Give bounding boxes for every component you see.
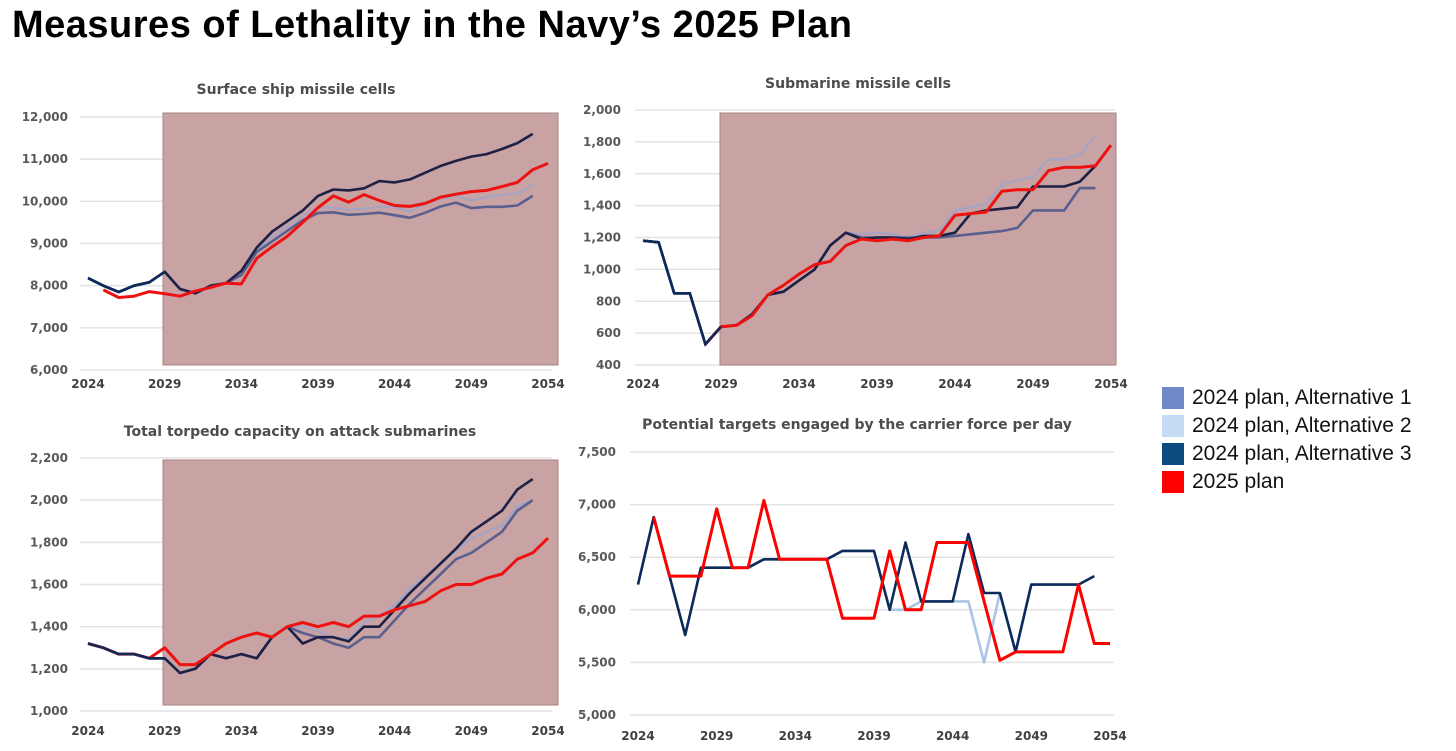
y-tick-label: 6,000: [578, 603, 616, 617]
y-tick-label: 1,600: [30, 578, 68, 592]
y-tick-label: 2,000: [583, 103, 621, 117]
legend-label: 2025 plan: [1192, 470, 1285, 493]
x-tick-label: 2054: [1093, 729, 1126, 743]
y-tick-label: 6,000: [30, 363, 68, 377]
y-tick-label: 12,000: [22, 110, 68, 124]
x-tick-label: 2044: [936, 729, 969, 743]
series-line-historical: [87, 270, 166, 294]
x-tick-label: 2029: [700, 729, 733, 743]
legend: 2024 plan, Alternative 1 2024 plan, Alter…: [1162, 384, 1412, 496]
y-tick-label: 800: [596, 294, 621, 308]
y-tick-label: 1,000: [583, 262, 621, 276]
x-tick-label: 2034: [779, 729, 812, 743]
y-tick-label: 1,800: [583, 135, 621, 149]
x-tick-label: 2049: [455, 724, 488, 738]
forecast-shading: [162, 459, 559, 706]
x-tick-label: 2034: [782, 377, 815, 391]
legend-swatch: [1162, 471, 1184, 493]
chart-title: Potential targets engaged by the carrier…: [642, 417, 1072, 433]
chart-title: Submarine missile cells: [765, 76, 951, 92]
series-line: [636, 515, 1095, 664]
legend-label: 2024 plan, Alternative 3: [1192, 442, 1412, 465]
y-tick-label: 9,000: [30, 237, 68, 251]
legend-swatch: [1162, 415, 1184, 437]
x-tick-label: 2034: [225, 724, 258, 738]
y-tick-label: 8,000: [30, 279, 68, 293]
y-tick-label: 2,200: [30, 451, 68, 465]
x-tick-label: 2024: [626, 377, 659, 391]
x-tick-label: 2029: [148, 377, 181, 391]
series-line-historical: [87, 642, 165, 660]
y-tick-label: 1,200: [583, 231, 621, 245]
y-tick-label: 1,400: [583, 199, 621, 213]
legend-item: 2024 plan, Alternative 1: [1162, 384, 1412, 412]
y-tick-label: 400: [596, 358, 621, 372]
series-line-historical: [642, 239, 722, 347]
x-tick-label: 2029: [704, 377, 737, 391]
y-tick-label: 7,000: [578, 498, 616, 512]
series-line: [704, 144, 1113, 346]
chart-title: Surface ship missile cells: [197, 82, 396, 98]
series-line: [87, 537, 550, 667]
y-tick-label: 5,000: [578, 708, 616, 722]
x-tick-label: 2039: [301, 377, 334, 391]
legend-item: 2024 plan, Alternative 3: [1162, 440, 1412, 468]
legend-label: 2024 plan, Alternative 2: [1192, 414, 1412, 437]
x-tick-label: 2044: [938, 377, 971, 391]
x-tick-label: 2024: [71, 724, 104, 738]
x-tick-label: 2039: [301, 724, 334, 738]
y-tick-label: 1,600: [583, 167, 621, 181]
x-tick-label: 2039: [860, 377, 893, 391]
y-tick-label: 7,500: [578, 445, 616, 459]
y-tick-label: 6,500: [578, 550, 616, 564]
x-tick-label: 2049: [1016, 377, 1049, 391]
page-title: Measures of Lethality in the Navy’s 2025…: [12, 4, 853, 46]
legend-swatch: [1162, 443, 1184, 465]
y-tick-label: 1,800: [30, 535, 68, 549]
y-tick-label: 1,200: [30, 662, 68, 676]
chart-4: 5,000 5,500 6,000 6,500 7,000 7,500 2024 2029 20…: [578, 417, 1127, 743]
x-tick-label: 2044: [378, 724, 411, 738]
x-tick-label: 2054: [1094, 377, 1127, 391]
legend-item: 2025 plan: [1162, 468, 1412, 496]
chart-1: 6,000 7,000 8,000 9,000 10,000 11,000 12,000 20…: [22, 82, 565, 391]
y-tick-label: 5,500: [578, 655, 616, 669]
x-tick-label: 2049: [1015, 729, 1048, 743]
forecast-shading: [162, 112, 559, 366]
x-tick-label: 2054: [531, 724, 564, 738]
x-tick-label: 2049: [455, 377, 488, 391]
x-tick-label: 2034: [225, 377, 258, 391]
series-line: [102, 162, 549, 299]
series-line: [636, 515, 1095, 654]
chart-2: 400 600 800 1,000 1,200 1,400 1,600 1,800 2,000 2…: [583, 76, 1128, 391]
y-tick-label: 7,000: [30, 321, 68, 335]
y-tick-label: 2,000: [30, 493, 68, 507]
chart-title: Total torpedo capacity on attack submari…: [124, 424, 476, 440]
legend-label: 2024 plan, Alternative 1: [1192, 386, 1412, 409]
x-tick-label: 2054: [531, 377, 564, 391]
x-tick-label: 2024: [71, 377, 104, 391]
x-tick-label: 2039: [857, 729, 890, 743]
y-tick-label: 600: [596, 326, 621, 340]
y-tick-label: 1,400: [30, 620, 68, 634]
y-tick-label: 10,000: [22, 194, 68, 208]
legend-item: 2024 plan, Alternative 2: [1162, 412, 1412, 440]
y-tick-label: 11,000: [22, 152, 68, 166]
y-tick-label: 1,000: [30, 704, 68, 718]
series-line: [652, 498, 1110, 662]
x-tick-label: 2024: [621, 729, 654, 743]
chart-3: 1,000 1,200 1,400 1,600 1,800 2,000 2,200 2024 2…: [30, 424, 565, 738]
x-tick-label: 2044: [378, 377, 411, 391]
x-tick-label: 2029: [148, 724, 181, 738]
legend-swatch: [1162, 387, 1184, 409]
